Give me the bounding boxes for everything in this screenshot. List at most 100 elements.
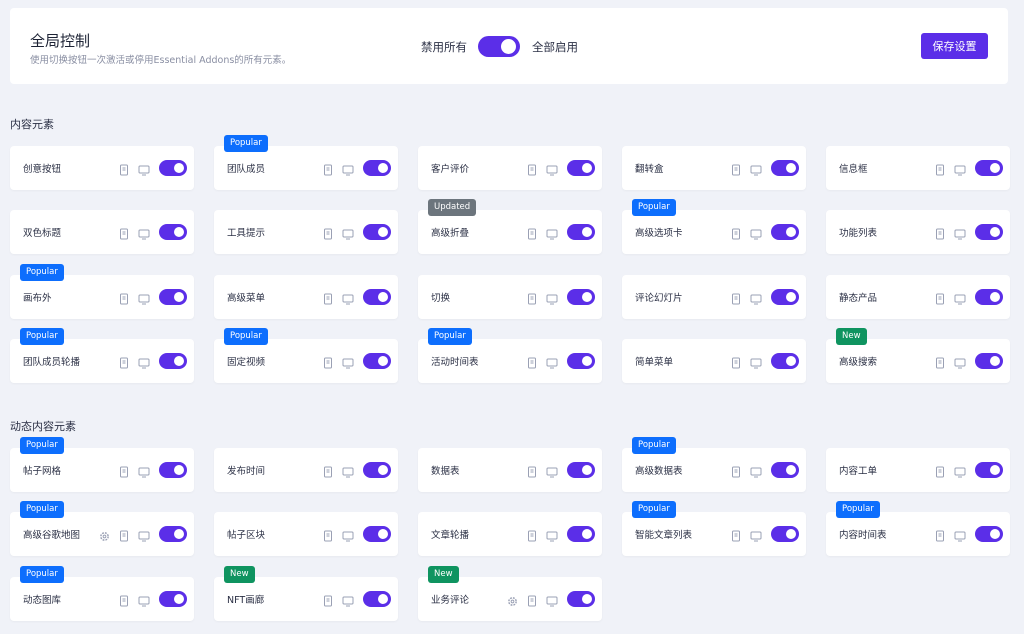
- documentation-icon[interactable]: [527, 463, 537, 478]
- demo-monitor-icon[interactable]: [750, 290, 762, 305]
- documentation-icon[interactable]: [323, 354, 333, 369]
- element-toggle[interactable]: [771, 289, 799, 305]
- element-toggle[interactable]: [975, 526, 1003, 542]
- demo-monitor-icon[interactable]: [342, 290, 354, 305]
- element-toggle[interactable]: [771, 462, 799, 478]
- global-toggle[interactable]: [478, 36, 520, 57]
- demo-monitor-icon[interactable]: [546, 290, 558, 305]
- documentation-icon[interactable]: [527, 225, 537, 240]
- demo-monitor-icon[interactable]: [750, 463, 762, 478]
- demo-monitor-icon[interactable]: [546, 225, 558, 240]
- documentation-icon[interactable]: [119, 354, 129, 369]
- documentation-icon[interactable]: [731, 161, 741, 176]
- element-toggle[interactable]: [567, 462, 595, 478]
- documentation-icon[interactable]: [731, 290, 741, 305]
- documentation-icon[interactable]: [731, 354, 741, 369]
- demo-monitor-icon[interactable]: [954, 161, 966, 176]
- demo-monitor-icon[interactable]: [954, 290, 966, 305]
- demo-monitor-icon[interactable]: [138, 463, 150, 478]
- documentation-icon[interactable]: [935, 527, 945, 542]
- demo-monitor-icon[interactable]: [342, 527, 354, 542]
- element-toggle[interactable]: [363, 160, 391, 176]
- settings-gear-icon[interactable]: [507, 592, 517, 606]
- documentation-icon[interactable]: [935, 290, 945, 305]
- demo-monitor-icon[interactable]: [546, 463, 558, 478]
- element-toggle[interactable]: [567, 224, 595, 240]
- demo-monitor-icon[interactable]: [138, 161, 150, 176]
- documentation-icon[interactable]: [323, 463, 333, 478]
- documentation-icon[interactable]: [323, 290, 333, 305]
- element-toggle[interactable]: [567, 526, 595, 542]
- element-toggle[interactable]: [159, 462, 187, 478]
- demo-monitor-icon[interactable]: [546, 161, 558, 176]
- element-toggle[interactable]: [363, 353, 391, 369]
- element-toggle[interactable]: [567, 160, 595, 176]
- documentation-icon[interactable]: [119, 463, 129, 478]
- element-toggle[interactable]: [159, 526, 187, 542]
- element-toggle[interactable]: [567, 353, 595, 369]
- demo-monitor-icon[interactable]: [954, 463, 966, 478]
- element-toggle[interactable]: [159, 224, 187, 240]
- documentation-icon[interactable]: [119, 225, 129, 240]
- demo-monitor-icon[interactable]: [138, 527, 150, 542]
- element-toggle[interactable]: [159, 591, 187, 607]
- element-toggle[interactable]: [567, 289, 595, 305]
- demo-monitor-icon[interactable]: [138, 592, 150, 607]
- documentation-icon[interactable]: [527, 354, 537, 369]
- documentation-icon[interactable]: [119, 592, 129, 607]
- demo-monitor-icon[interactable]: [546, 527, 558, 542]
- demo-monitor-icon[interactable]: [750, 225, 762, 240]
- documentation-icon[interactable]: [323, 527, 333, 542]
- element-toggle[interactable]: [975, 224, 1003, 240]
- documentation-icon[interactable]: [119, 527, 129, 542]
- element-toggle[interactable]: [567, 591, 595, 607]
- demo-monitor-icon[interactable]: [750, 161, 762, 176]
- documentation-icon[interactable]: [731, 225, 741, 240]
- demo-monitor-icon[interactable]: [342, 225, 354, 240]
- demo-monitor-icon[interactable]: [954, 527, 966, 542]
- element-toggle[interactable]: [363, 289, 391, 305]
- demo-monitor-icon[interactable]: [954, 225, 966, 240]
- documentation-icon[interactable]: [323, 161, 333, 176]
- documentation-icon[interactable]: [527, 527, 537, 542]
- element-toggle[interactable]: [975, 160, 1003, 176]
- demo-monitor-icon[interactable]: [342, 354, 354, 369]
- element-toggle[interactable]: [975, 289, 1003, 305]
- element-toggle[interactable]: [975, 353, 1003, 369]
- demo-monitor-icon[interactable]: [546, 354, 558, 369]
- demo-monitor-icon[interactable]: [342, 592, 354, 607]
- demo-monitor-icon[interactable]: [138, 290, 150, 305]
- save-settings-button[interactable]: 保存设置: [921, 33, 988, 59]
- demo-monitor-icon[interactable]: [750, 354, 762, 369]
- element-toggle[interactable]: [363, 526, 391, 542]
- element-toggle[interactable]: [771, 160, 799, 176]
- settings-gear-icon[interactable]: [99, 527, 109, 541]
- element-toggle[interactable]: [771, 353, 799, 369]
- element-toggle[interactable]: [771, 224, 799, 240]
- documentation-icon[interactable]: [935, 161, 945, 176]
- documentation-icon[interactable]: [323, 592, 333, 607]
- element-toggle[interactable]: [159, 160, 187, 176]
- element-toggle[interactable]: [771, 526, 799, 542]
- demo-monitor-icon[interactable]: [138, 225, 150, 240]
- documentation-icon[interactable]: [731, 463, 741, 478]
- element-toggle[interactable]: [363, 462, 391, 478]
- element-toggle[interactable]: [363, 224, 391, 240]
- documentation-icon[interactable]: [323, 225, 333, 240]
- documentation-icon[interactable]: [527, 161, 537, 176]
- documentation-icon[interactable]: [119, 290, 129, 305]
- demo-monitor-icon[interactable]: [954, 354, 966, 369]
- documentation-icon[interactable]: [527, 290, 537, 305]
- element-toggle[interactable]: [975, 462, 1003, 478]
- documentation-icon[interactable]: [731, 527, 741, 542]
- element-toggle[interactable]: [159, 289, 187, 305]
- documentation-icon[interactable]: [935, 463, 945, 478]
- demo-monitor-icon[interactable]: [342, 463, 354, 478]
- element-toggle[interactable]: [363, 591, 391, 607]
- documentation-icon[interactable]: [527, 592, 537, 607]
- documentation-icon[interactable]: [119, 161, 129, 176]
- demo-monitor-icon[interactable]: [750, 527, 762, 542]
- element-toggle[interactable]: [159, 353, 187, 369]
- documentation-icon[interactable]: [935, 354, 945, 369]
- demo-monitor-icon[interactable]: [138, 354, 150, 369]
